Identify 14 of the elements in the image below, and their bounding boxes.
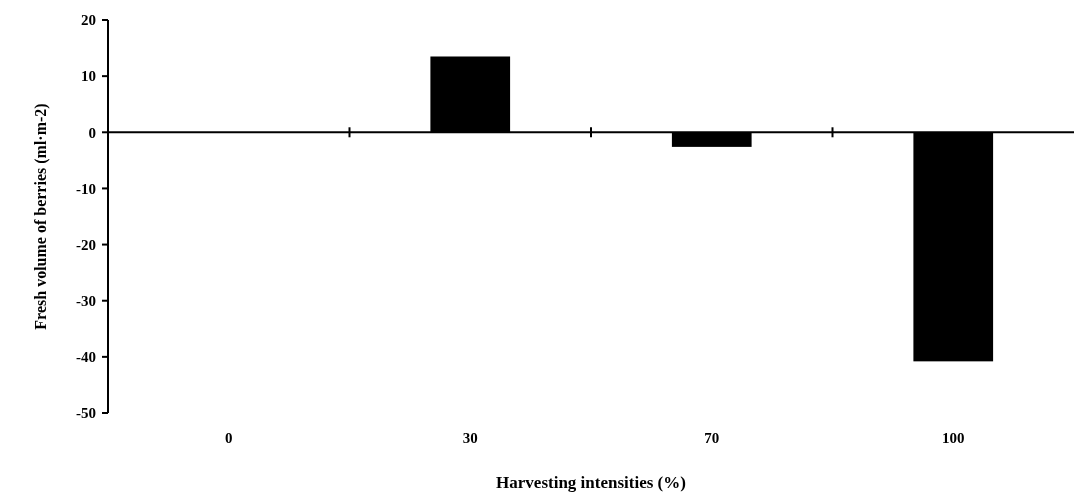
x-tick-label: 30 xyxy=(462,430,478,446)
x-tick-label: 100 xyxy=(942,430,965,446)
y-tick-label: -10 xyxy=(76,180,96,197)
y-tick-label: 0 xyxy=(88,124,96,141)
y-tick-label: 10 xyxy=(81,68,96,85)
y-tick-label: -20 xyxy=(76,236,96,253)
x-tick-label: 70 xyxy=(704,430,720,446)
y-tick-label: 20 xyxy=(81,12,96,29)
y-tick-label: -40 xyxy=(76,349,96,366)
y-axis-title: Fresh volume of berries (ml·m-2) xyxy=(32,103,50,330)
y-tick-label: -50 xyxy=(76,405,96,422)
x-tick-label: 0 xyxy=(225,430,233,446)
y-tick-label: -30 xyxy=(76,292,96,309)
x-axis-title: Harvesting intensities (%) xyxy=(496,473,686,492)
